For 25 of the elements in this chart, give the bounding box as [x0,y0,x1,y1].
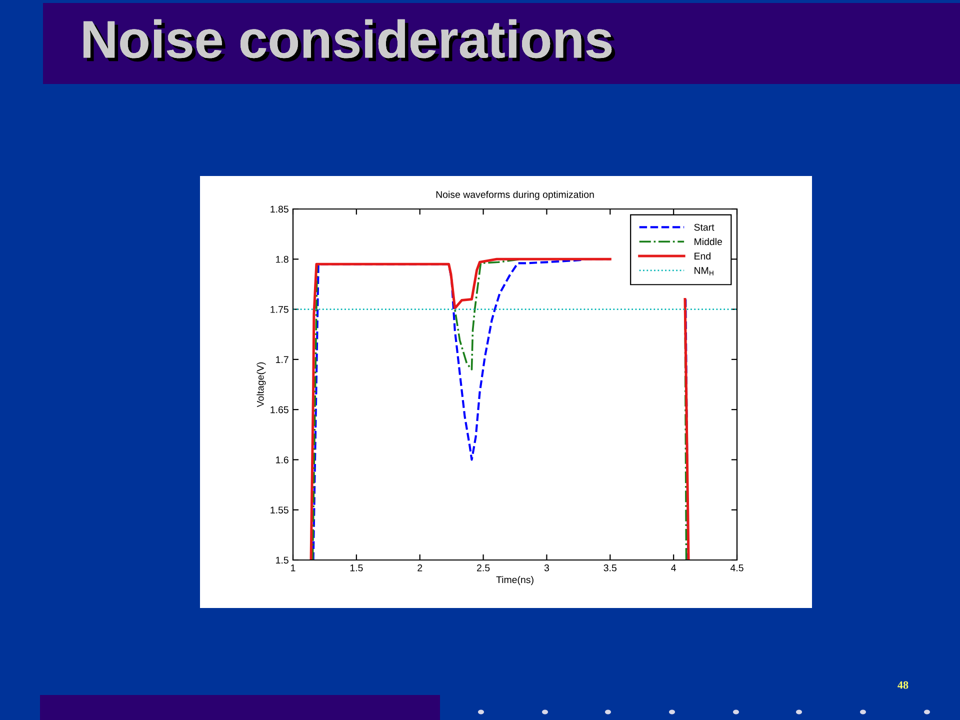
legend-label: End [694,252,710,260]
y-tick-label: 1.7 [276,356,288,363]
y-tick-label: 1.5 [276,556,288,564]
x-tick-label: 3 [544,564,549,572]
y-tick-label: 1.75 [270,306,288,313]
x-tick-label: 2 [418,564,422,572]
x-tick-label: 1.5 [350,564,363,572]
x-tick-label: 2.5 [477,564,490,572]
x-tick-label: 4.5 [730,564,744,572]
text: 48 [898,681,908,689]
legend-label: NM$_{H}$ [694,267,714,276]
x-axis-title: Time(ns) [496,576,534,586]
y-tick-label: 1.65 [270,406,288,414]
chart-subtitle: Noise waveforms during optimization [436,190,594,200]
x-tick-label: 3.5 [604,564,616,572]
legend-label: Start [694,224,714,231]
y-tick-label: 1.6 [276,456,288,464]
y-tick-label: 1.85 [270,206,288,213]
y-tick-label: 1.55 [270,506,288,514]
y-axis-title: Voltage(V) [256,362,266,408]
chart-title: Noise considerations [84,19,616,62]
legend-label: Middle [694,238,722,246]
x-tick-label: 1 [291,564,296,572]
y-tick-label: 1.8 [276,256,288,263]
x-tick-label: 4 [671,564,676,572]
